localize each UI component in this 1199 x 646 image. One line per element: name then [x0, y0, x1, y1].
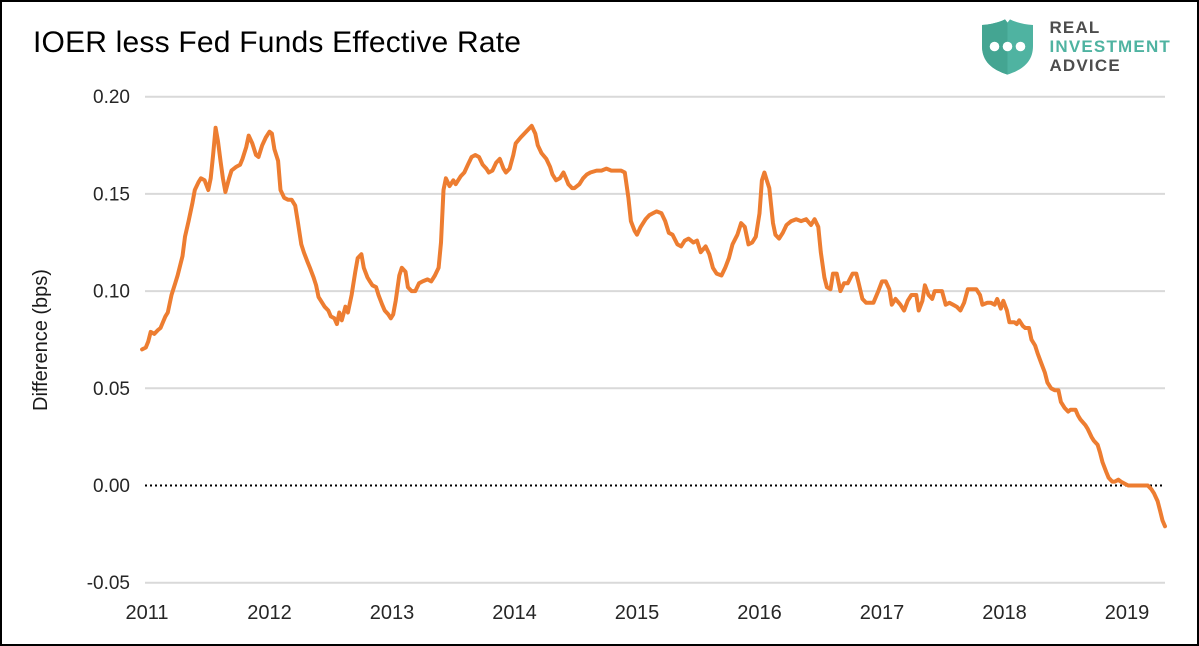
x-tick-label: 2018: [982, 602, 1027, 624]
brand-logo: REAL INVESTMENT ADVICE: [979, 16, 1171, 76]
brand-word-advice: ADVICE: [1049, 55, 1121, 75]
brand-word-real: REAL: [1049, 17, 1101, 37]
y-tick-label: 0.20: [93, 87, 130, 108]
x-tick-label: 2016: [737, 602, 782, 624]
x-tick-label: 2014: [492, 602, 537, 624]
brand-word-investment: INVESTMENT: [1049, 36, 1171, 56]
x-tick-label: 2017: [860, 602, 905, 624]
y-tick-label: 0.00: [93, 476, 130, 497]
data-series-line: [140, 123, 1167, 529]
x-tick-label: 2015: [615, 602, 660, 624]
chart-title: IOER less Fed Funds Effective Rate: [33, 26, 522, 59]
y-tick-label: 0.10: [93, 282, 130, 303]
y-tick-label: 0.05: [93, 379, 130, 400]
y-tick-label: 0.15: [93, 184, 130, 205]
brand-wordmark: REAL INVESTMENT ADVICE: [1049, 18, 1171, 75]
x-tick-label: 2013: [370, 602, 415, 624]
x-tick-label: 2011: [125, 602, 168, 624]
shield-icon: [982, 19, 1034, 75]
y-axis-title: Difference (bps): [30, 269, 52, 411]
x-tick-label: 2019: [1105, 602, 1150, 624]
y-tick-label: -0.05: [87, 573, 130, 594]
x-tick-label: 2012: [247, 602, 292, 624]
